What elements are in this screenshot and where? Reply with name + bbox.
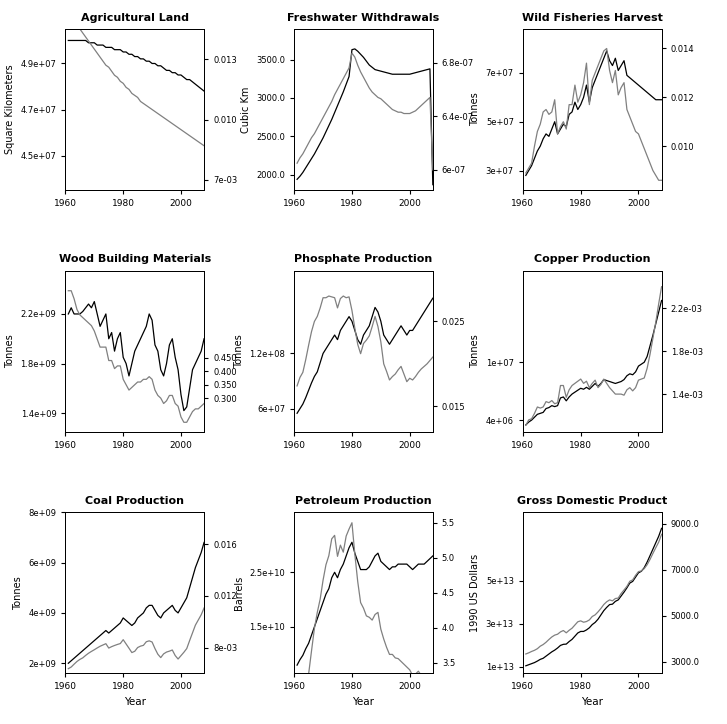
Y-axis label: Cubic Km: Cubic Km bbox=[241, 86, 251, 132]
Title: Coal Production: Coal Production bbox=[85, 496, 184, 506]
X-axis label: Year: Year bbox=[582, 697, 603, 707]
Title: Gross Domestic Product: Gross Domestic Product bbox=[517, 496, 667, 506]
Y-axis label: Tonnes: Tonnes bbox=[470, 334, 481, 368]
Y-axis label: Square Kilometers: Square Kilometers bbox=[5, 64, 15, 154]
Y-axis label: Tonnes: Tonnes bbox=[233, 334, 244, 368]
X-axis label: Year: Year bbox=[124, 697, 145, 707]
Y-axis label: Tonnes: Tonnes bbox=[470, 93, 481, 127]
Title: Copper Production: Copper Production bbox=[534, 254, 651, 264]
Y-axis label: Barrels: Barrels bbox=[234, 576, 244, 610]
Title: Wild Fisheries Harvest: Wild Fisheries Harvest bbox=[522, 12, 663, 22]
Title: Wood Building Materials: Wood Building Materials bbox=[59, 254, 211, 264]
Title: Freshwater Withdrawals: Freshwater Withdrawals bbox=[287, 12, 440, 22]
X-axis label: Year: Year bbox=[353, 697, 374, 707]
Title: Agricultural Land: Agricultural Land bbox=[81, 12, 189, 22]
Title: Petroleum Production: Petroleum Production bbox=[295, 496, 432, 506]
Y-axis label: 1990 US Dollars: 1990 US Dollars bbox=[470, 554, 481, 632]
Title: Phosphate Production: Phosphate Production bbox=[294, 254, 433, 264]
Y-axis label: Tonnes: Tonnes bbox=[13, 576, 23, 610]
Y-axis label: Tonnes: Tonnes bbox=[5, 334, 15, 368]
